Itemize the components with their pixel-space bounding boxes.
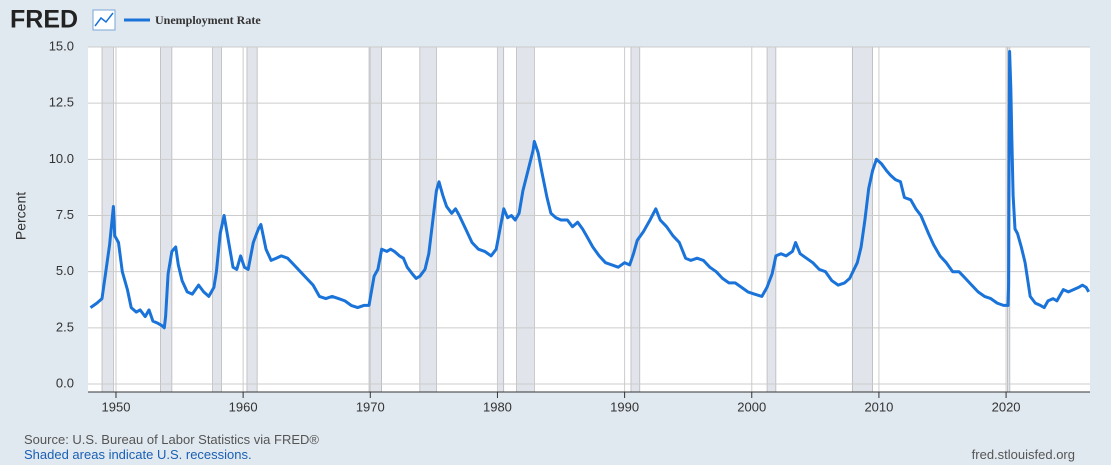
x-tick-label: 1970 [356,399,385,414]
recession [368,46,382,393]
x-tick-label: 1960 [229,399,258,414]
note: Shaded areas indicate U.S. recessions. [24,447,252,462]
recession [516,46,535,393]
y-tick-label: 15.0 [49,38,74,53]
plot-area [88,47,1090,392]
site: fred.stlouisfed.org [971,447,1075,462]
x-tick-label: 2000 [737,399,766,414]
series-line [89,50,1091,330]
source: Source: U.S. Bureau of Labor Statistics … [24,432,319,447]
logo: FRED [10,6,78,34]
x-tick-label: 1990 [610,399,639,414]
y-tick-label: 12.5 [49,95,74,110]
x-tick-label: 2020 [992,399,1021,414]
logo-icon [92,9,116,31]
recession [630,46,641,393]
x-tick-label: 2010 [864,399,893,414]
x-tick-label: 1980 [483,399,512,414]
y-axis-label: Percent [13,192,29,240]
y-tick-label: 7.5 [56,207,74,222]
recession [851,46,873,393]
y-tick-label: 0.0 [56,375,74,390]
y-tick-label: 10.0 [49,151,74,166]
recession [160,46,173,393]
recession [766,46,777,393]
y-tick-label: 5.0 [56,263,74,278]
chart: FRED Unemployment Rate Percent 0.0 2.5 5.0… [10,6,1091,414]
recession [246,46,258,393]
x-tick-label: 1950 [102,399,131,414]
recession [212,46,222,393]
y-tick-label: 2.5 [56,319,74,334]
legend-label: Unemployment Rate [155,13,261,27]
